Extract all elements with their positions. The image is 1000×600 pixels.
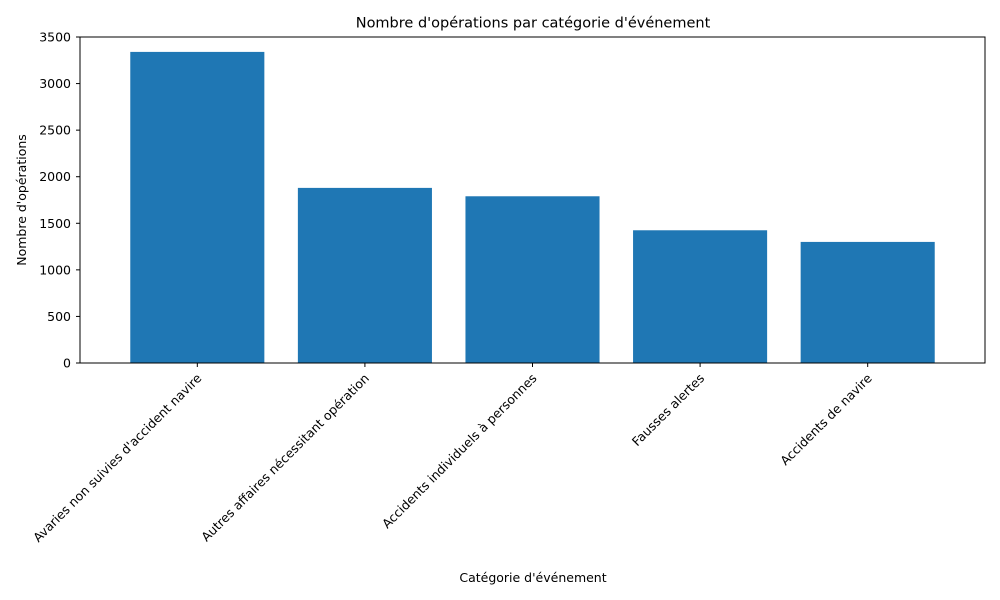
x-axis-label: Catégorie d'événement — [459, 570, 606, 585]
y-tick-label: 2000 — [39, 169, 71, 184]
y-tick-label: 2500 — [39, 123, 71, 138]
y-tick-label: 3500 — [39, 30, 71, 45]
bar-3 — [465, 196, 600, 363]
bar-4 — [633, 230, 768, 363]
x-axis: Avaries non suivies d'accident navireAut… — [30, 363, 875, 545]
y-tick-label: 3000 — [39, 76, 71, 91]
x-tick-label: Accidents de navire — [777, 370, 875, 468]
x-tick-label: Avaries non suivies d'accident navire — [30, 370, 205, 545]
plot-frame — [79, 36, 986, 364]
chart-title: Nombre d'opérations par catégorie d'évén… — [356, 16, 711, 32]
bar-1 — [130, 51, 265, 363]
y-tick-label: 500 — [47, 309, 71, 324]
y-tick-label: 1500 — [39, 216, 71, 231]
y-tick-label: 1000 — [39, 262, 71, 277]
bar-5 — [800, 241, 935, 363]
y-tick-label: 0 — [63, 356, 71, 371]
x-tick-label: Fausses alertes — [629, 371, 707, 449]
bar-2 — [297, 187, 432, 363]
y-axis-label: Nombre d'opérations — [14, 134, 29, 266]
bars-layer — [130, 51, 935, 363]
x-tick-label: Autres affaires nécessitant opération — [198, 371, 372, 545]
y-axis: 0 500 1000 1500 2000 2500 3000 3500 — [39, 30, 80, 371]
x-tick-label: Accidents individuels à personnes — [379, 371, 540, 532]
